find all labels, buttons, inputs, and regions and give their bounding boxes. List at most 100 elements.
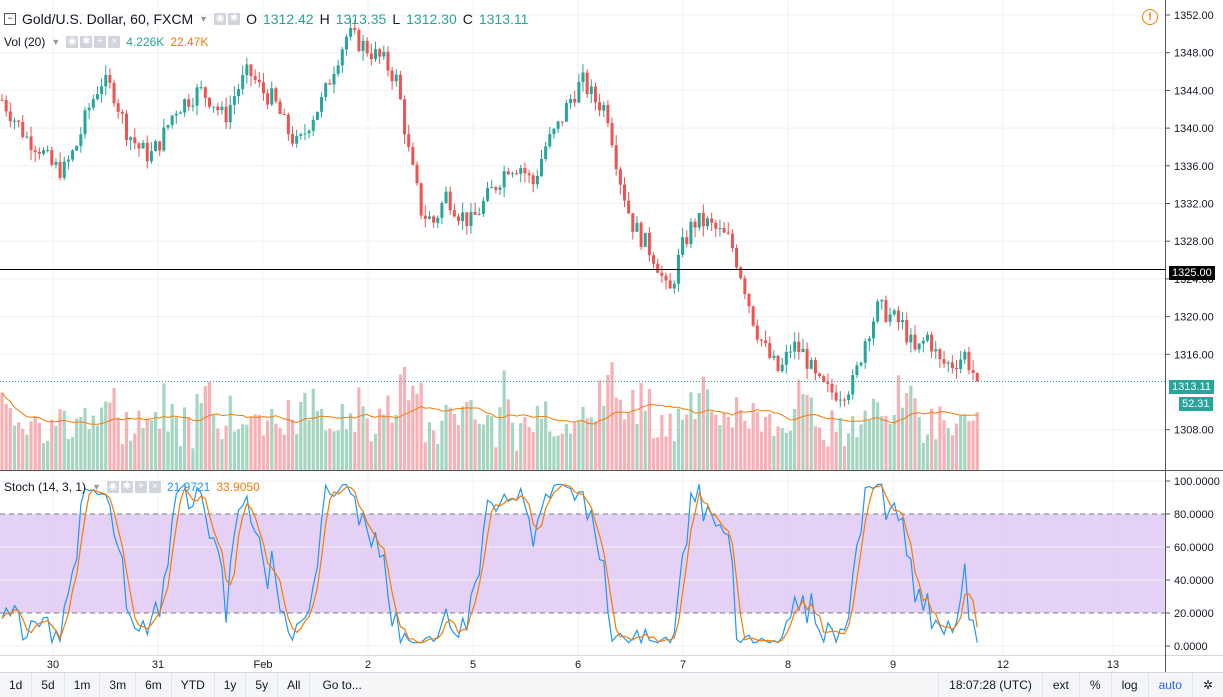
volume-bar [643,410,647,470]
collapse-icon[interactable]: − [4,13,16,25]
candle-body [407,134,411,147]
bottom-toolbar: 1d 5d 1m 3m 6m YTD 1y 5y All Go to... 18… [0,672,1223,697]
volume-bar [382,414,386,470]
chart-canvas[interactable]: 1352.00 1348.00 1344.00 1340.00 1336.00 1332.… [0,0,1223,672]
candle-body [361,40,365,52]
volume-bar [12,425,17,470]
volume-bar [938,406,942,470]
volume-bar [282,434,286,470]
candle-body [108,75,112,83]
candle-body [378,49,382,57]
stoch-k-value: 21.9721 [166,480,211,494]
candle-body [498,187,502,190]
eye-icon[interactable]: ◉ [66,36,79,48]
volume-bar [253,414,257,470]
price-tick-label: 1344.00 [1174,85,1214,97]
volume-bar [784,432,788,470]
range-1m[interactable]: 1m [65,673,101,697]
volume-bar [676,408,681,470]
volume-label[interactable]: Vol (20) [4,35,46,49]
range-5d[interactable]: 5d [32,673,65,697]
goto-button[interactable]: Go to... [322,678,362,692]
volume-bar [195,393,199,470]
stoch-label[interactable]: Stoch (14, 3, 1) [4,480,87,494]
candle-body [29,136,33,151]
volume-bar [917,416,921,470]
chevron-down-icon[interactable]: ▼ [199,14,209,24]
time-tick-label: 31 [152,659,164,671]
candle-body [789,351,792,353]
alert-icon[interactable]: ! [1142,9,1158,25]
candle-body [693,221,697,228]
candle-body [564,103,568,122]
candle-body [847,394,851,401]
candle-body [486,187,490,201]
candle-body [42,150,45,154]
add-icon[interactable]: + [134,481,147,493]
chevron-down-icon[interactable]: ▼ [92,482,101,492]
candle-body [610,123,614,146]
time-tick-label: Feb [254,659,273,671]
candle-body [415,164,419,184]
close-icon[interactable]: × [148,481,161,493]
stoch-tick-label: 100.0000 [1174,476,1220,488]
volume-bar [664,436,668,470]
range-5y[interactable]: 5y [246,673,279,697]
volume-bar [556,435,560,470]
volume-bar [365,418,369,470]
add-icon[interactable]: + [94,36,107,48]
settings-icon[interactable]: ✱ [228,13,241,25]
candle-body [730,233,734,249]
log-toggle[interactable]: log [1110,673,1148,697]
chevron-down-icon[interactable]: ▼ [51,37,61,47]
range-ytd[interactable]: YTD [172,673,215,697]
candle-body [809,359,813,369]
clock-time[interactable]: 18:07:28 (UTC) [938,673,1042,697]
volume-bar [884,415,888,470]
volume-bar [631,389,635,470]
volume-bar [199,402,203,470]
ext-toggle[interactable]: ext [1041,673,1079,697]
bottom-right-controls: 18:07:28 (UTC) ext % log auto ✲ [938,673,1223,697]
volume-bar [415,393,419,470]
settings-icon[interactable]: ✱ [80,36,93,48]
range-3m[interactable]: 3m [100,673,137,697]
settings-icon[interactable]: ✲ [1191,673,1223,697]
candle-body [228,104,232,123]
volume-bar [954,423,959,470]
close-icon[interactable]: × [108,36,121,48]
volume-bar [498,407,502,470]
volume-bar [477,423,481,470]
range-1y[interactable]: 1y [215,673,247,697]
range-6m[interactable]: 6m [136,673,172,697]
auto-toggle[interactable]: auto [1147,673,1192,697]
range-1d[interactable]: 1d [0,673,33,697]
volume-bar [494,447,498,470]
stoch-tick-label: 80.0000 [1174,509,1214,521]
candle-body [17,120,21,122]
symbol-title[interactable]: Gold/U.S. Dollar, 60, FXCM [22,11,194,27]
candle-body [12,120,16,122]
volume-bar [394,414,398,470]
candle-body [178,112,182,114]
percent-toggle[interactable]: % [1078,673,1111,697]
volume-bar [863,410,867,470]
volume-bar [896,375,900,470]
candle-body [266,93,270,105]
eye-icon[interactable]: ◉ [106,481,119,493]
price-tick-label: 1352.00 [1174,10,1214,22]
candle-body [672,283,676,289]
volume-bar [639,383,643,470]
price-tick-label: 1320.00 [1174,312,1214,324]
volume-bar [286,400,290,470]
eye-icon[interactable]: ◉ [214,13,227,25]
settings-icon[interactable]: ✱ [120,481,133,493]
volume-bar [398,374,402,470]
candle-body [191,105,195,107]
candle-body [805,348,809,369]
range-all[interactable]: All [278,673,311,697]
volume-value: 4.226K [126,35,165,49]
candle-body [838,399,842,401]
volume-bar [672,441,676,470]
candle-body [448,191,452,211]
